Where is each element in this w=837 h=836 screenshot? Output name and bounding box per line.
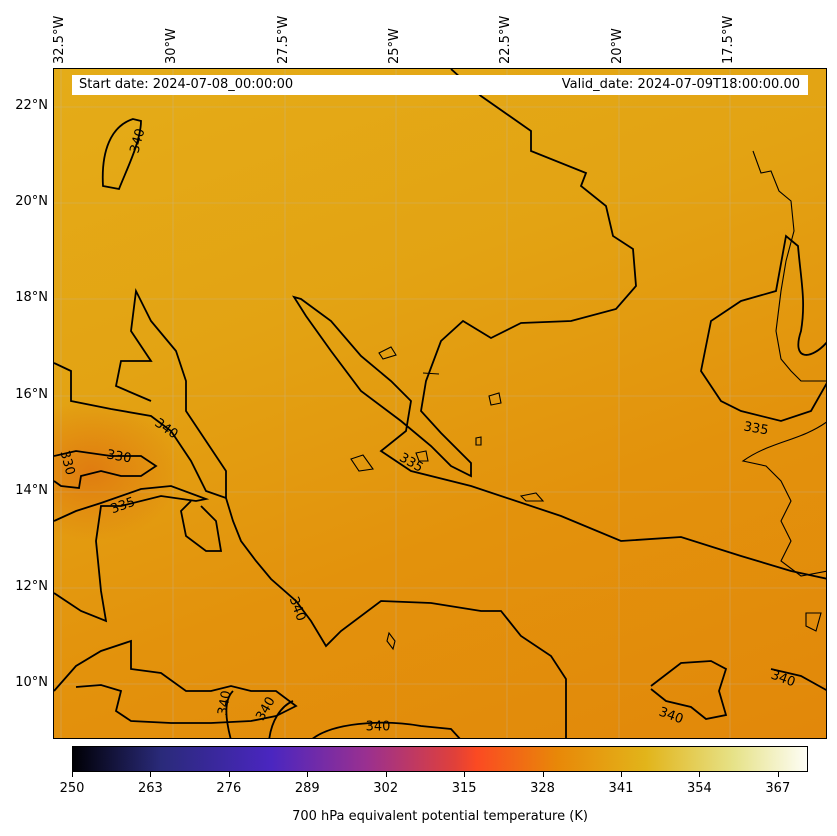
colorbar-tick xyxy=(150,772,152,777)
contour-label: 340 xyxy=(366,720,391,735)
coastlines xyxy=(350,150,826,651)
colorbar-tick xyxy=(228,772,230,777)
latitude-label: 18°N xyxy=(15,290,48,305)
date-banner: Start date: 2024-07-08_00:00:00 Valid_da… xyxy=(72,75,808,95)
colorbar-tick-label: 367 xyxy=(765,781,791,796)
colorbar-tick-label: 263 xyxy=(138,781,163,796)
colorbar-label: 700 hPa equivalent potential temperature… xyxy=(292,809,588,824)
colorbar-tick-label: 354 xyxy=(686,781,712,796)
contour-label: 330 xyxy=(57,449,78,477)
latitude-label: 12°N xyxy=(15,579,48,594)
colorbar-tick-label: 276 xyxy=(216,781,242,796)
longitude-label: 27.5°W xyxy=(276,15,291,64)
latitude-label: 22°N xyxy=(15,98,48,113)
colorbar-tick xyxy=(777,772,779,777)
latitude-label: 20°N xyxy=(15,194,48,209)
contour-label: 340 xyxy=(286,595,309,623)
contour-label: 340 xyxy=(128,127,149,155)
contours xyxy=(54,69,826,738)
colorbar-tick-label: 302 xyxy=(373,781,399,796)
colorbar-tick xyxy=(385,772,387,777)
longitude-label: 32.5°W xyxy=(52,15,67,64)
colorbar-tick-label: 315 xyxy=(451,781,477,796)
colorbar-tick-label: 250 xyxy=(59,781,85,796)
longitude-label: 17.5°W xyxy=(721,15,736,64)
map-panel: 340 340 330 330 335 335 340 340 340 340 340 340 335 xyxy=(53,68,827,739)
gridlines xyxy=(54,69,826,738)
colorbar-tick-label: 289 xyxy=(294,781,320,796)
longitude-label: 20°W xyxy=(610,28,625,64)
longitude-label: 30°W xyxy=(164,28,179,64)
latitude-label: 14°N xyxy=(15,483,48,498)
valid-date: Valid_date: 2024-07-09T18:00:00.00 xyxy=(561,77,800,92)
latitude-label: 16°N xyxy=(15,387,48,402)
colorbar-tick-label: 341 xyxy=(608,781,634,796)
colorbar-tick xyxy=(620,772,622,777)
latitude-label: 10°N xyxy=(15,675,48,690)
longitude-label: 22.5°W xyxy=(498,15,513,64)
colorbar-tick-label: 328 xyxy=(530,781,555,796)
colorbar xyxy=(72,746,808,772)
colorbar-tick xyxy=(464,772,466,777)
colorbar-tick xyxy=(72,772,73,777)
contour-label: 340 xyxy=(657,705,685,728)
contour-label: 340 xyxy=(215,689,234,716)
contour-label: 330 xyxy=(105,447,132,466)
contour-label: 335 xyxy=(742,419,769,438)
colorbar-tick xyxy=(699,772,701,777)
colorbar-tick xyxy=(307,772,309,777)
contour-label: 340 xyxy=(769,668,797,691)
low-theta-region xyxy=(54,401,181,541)
colorbar-tick xyxy=(542,772,544,777)
longitude-label: 25°W xyxy=(387,28,402,64)
start-date: Start date: 2024-07-08_00:00:00 xyxy=(79,77,294,92)
